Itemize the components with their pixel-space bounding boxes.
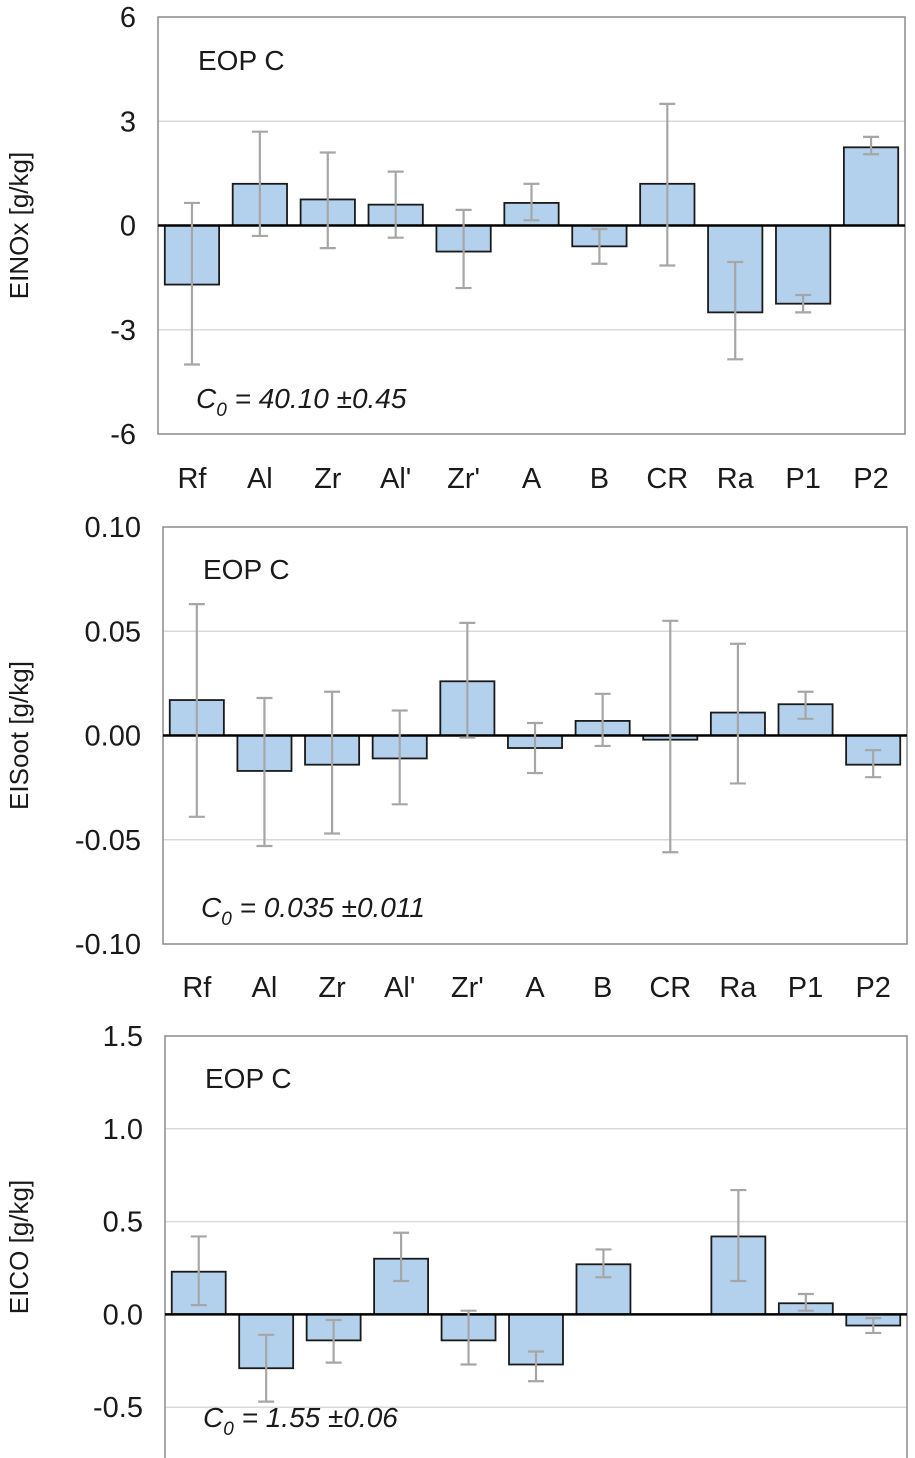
category-label: Zr — [314, 463, 342, 495]
panel-annotation: EOP C — [198, 45, 285, 76]
error-bar-Zr — [319, 151, 336, 250]
error-bar-B — [595, 1248, 612, 1279]
error-bar-CR — [662, 619, 679, 854]
category-label: Ra — [717, 463, 755, 495]
category-label: CR — [646, 463, 688, 495]
category-label: P1 — [785, 463, 820, 495]
y-tick-label: 0.0 — [103, 1299, 143, 1331]
panel-annotation: EOP C — [203, 554, 290, 585]
y-tick-label: 0.05 — [85, 616, 141, 648]
error-bar-A — [528, 1350, 544, 1383]
category-label: Ra — [719, 972, 757, 1004]
y-axis-label: EICO [g/kg] — [4, 1180, 34, 1314]
y-tick-label: -0.5 — [93, 1392, 143, 1424]
category-label: Zr' — [451, 972, 484, 1004]
category-label: Al' — [384, 972, 415, 1004]
error-bar-Zr' — [460, 1309, 477, 1366]
category-label: Zr' — [447, 463, 480, 495]
y-tick-label: -0.10 — [75, 929, 141, 961]
bar-P2 — [842, 146, 900, 227]
y-tick-label: 0 — [120, 211, 136, 243]
c0-note: C0 = 1.55 ±0.06 — [203, 1402, 398, 1440]
error-bar-P2 — [863, 135, 880, 156]
error-bar-P2 — [865, 748, 882, 779]
chart-panel-3: 1.51.00.50.0-0.5-1.0EICO [g/kg]EOP CC0 =… — [4, 1021, 908, 1458]
chart-panel-1: 6 3 0 -3 -6 EINOx [g/kg] EOP C Rf Al Zr Al' Zr' A B CR… — [4, 2, 906, 495]
error-bar-A — [527, 721, 543, 775]
error-bar-P1 — [797, 1292, 814, 1312]
category-label: CR — [649, 972, 691, 1004]
error-bar-A — [523, 182, 540, 222]
category-label: Rf — [182, 972, 212, 1004]
category-label: Al — [252, 972, 278, 1004]
error-bar-Al — [251, 130, 268, 238]
error-bar-Al' — [391, 709, 408, 806]
category-label: B — [593, 972, 612, 1004]
category-label: P2 — [853, 463, 888, 495]
bar-P1 — [775, 224, 832, 305]
error-bar-Ra — [729, 642, 746, 785]
y-tick-label: 3 — [120, 106, 136, 138]
category-label: Al' — [380, 463, 411, 495]
error-bar-CR — [659, 102, 676, 267]
y-tick-label: -3 — [110, 315, 136, 347]
category-label: Zr — [318, 972, 346, 1004]
y-tick-label: 6 — [120, 2, 136, 34]
error-bar-Al — [256, 696, 273, 848]
error-bar-Al' — [387, 170, 404, 239]
error-bar-Zr' — [459, 621, 476, 739]
error-bar-Al — [258, 1333, 275, 1403]
panel-annotation: EOP C — [205, 1063, 292, 1094]
error-bar-B — [594, 692, 611, 748]
c0-note: C0 = 0.035 ±0.011 — [201, 892, 425, 930]
category-label: B — [590, 463, 609, 495]
category-label: P2 — [855, 972, 890, 1004]
error-bar-P1 — [795, 293, 812, 314]
error-bar-Zr — [325, 1318, 342, 1364]
error-bar-Zr' — [455, 208, 472, 290]
y-tick-label: 0.00 — [85, 721, 141, 753]
error-bar-Al' — [393, 1231, 410, 1283]
error-bar-Rf — [190, 1235, 207, 1307]
y-tick-label: 1.5 — [103, 1021, 143, 1053]
error-bar-B — [591, 227, 608, 265]
c0-note: C0 = 40.10 ±0.45 — [196, 383, 407, 421]
y-tick-label: -6 — [110, 419, 136, 451]
y-axis-label: EINOx [g/kg] — [4, 152, 34, 299]
y-tick-label: 1.0 — [103, 1114, 143, 1146]
error-bar-Ra — [727, 260, 744, 361]
chart-panel-2: 0.10 0.05 0.00 -0.05 -0.10 EISoot [g/kg] EOP C… — [4, 512, 908, 1004]
error-bar-Rf — [188, 603, 205, 818]
error-bar-Ra — [730, 1188, 747, 1283]
error-bar-Zr — [324, 690, 341, 835]
y-axis-label: EISoot [g/kg] — [4, 661, 34, 810]
category-label: A — [525, 972, 545, 1004]
category-label: P1 — [788, 972, 823, 1004]
y-tick-label: 0.5 — [103, 1207, 143, 1239]
error-bar-Rf — [183, 201, 200, 366]
category-label: Rf — [177, 463, 207, 495]
y-tick-label: 0.10 — [85, 512, 141, 544]
y-tick-label: -0.05 — [75, 825, 141, 857]
error-bar-P1 — [797, 690, 814, 720]
category-label: Al — [247, 463, 273, 495]
error-bar-P2 — [865, 1317, 882, 1335]
plot-frame — [164, 1035, 908, 1458]
category-label: A — [522, 463, 542, 495]
